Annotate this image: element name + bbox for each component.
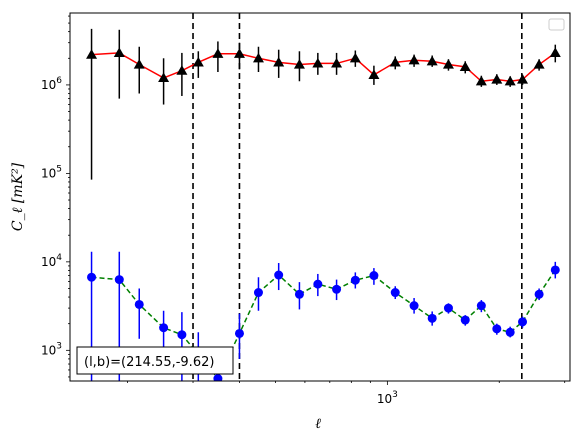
series-line [91,269,556,380]
data-point-triangle [133,59,145,69]
data-point-triangle [517,74,529,84]
data-point-triangle [212,48,224,58]
data-point-triangle [312,57,324,68]
annotation-box [76,346,234,375]
data-point-triangle [158,72,170,83]
markers [86,47,561,381]
data-point-circle [159,323,169,333]
y-tick-label: 103 [41,341,62,357]
data-point-triangle [426,55,438,66]
data-point-circle [505,327,515,337]
data-point-circle [427,313,437,323]
data-point-triangle [273,56,285,67]
data-point-circle [460,315,470,325]
legend [548,18,565,31]
data-point-circle [550,265,560,275]
data-point-triangle [176,65,188,75]
data-point-circle [294,289,304,299]
annotation: (l,b)=(214.55,-9.62) [76,346,234,375]
legend-box [548,18,565,31]
data-point-triangle [549,47,561,58]
data-point-circle [114,275,124,285]
data-point-circle [350,275,360,285]
data-point-triangle [504,75,516,86]
data-point-circle [332,284,342,294]
data-point-circle [443,303,453,313]
axis-ticks [66,15,566,385]
data-point-triangle [252,52,264,63]
data-point-triangle [349,52,361,63]
data-point-circle [177,330,187,340]
data-point-triangle [368,69,380,79]
data-point-triangle [192,56,204,67]
x-tick-label: 103 [377,390,398,406]
data-point-circle [409,301,419,311]
data-point-triangle [459,61,471,71]
data-point-triangle [293,59,305,69]
data-point-circle [87,272,97,282]
vertical-lines [192,13,523,381]
data-point-circle [274,270,284,280]
data-point-triangle [86,49,98,59]
data-point-circle [518,317,528,327]
y-axis-label: C_ℓ [mK²] [10,162,26,231]
data-point-triangle [442,59,454,69]
data-point-circle [253,288,263,298]
data-point-triangle [233,48,245,58]
tick-labels: 103 104 105 106 103 [41,76,398,406]
data-point-circle [313,279,323,289]
y-tick-label: 106 [41,76,62,92]
data-point-triangle [408,54,420,65]
data-point-circle [534,289,544,299]
data-point-circle [134,299,144,309]
data-point-circle [492,324,502,334]
data-point-circle [476,301,486,311]
data-point-triangle [331,57,343,68]
plot-frame [69,12,571,382]
data-point-circle [369,271,379,281]
data-point-circle [390,288,400,298]
data-point-triangle [533,59,545,69]
data-point-triangle [491,74,503,84]
x-axis-label: ℓ [315,416,321,432]
y-tick-label: 105 [41,164,62,180]
data-point-triangle [389,56,401,67]
data-point-circle [213,374,223,381]
y-tick-label: 104 [41,253,62,269]
data-point-triangle [475,75,487,86]
data-point-circle [234,328,244,338]
annotation-text: (l,b)=(214.55,-9.62) [84,355,214,370]
data-point-triangle [113,47,125,58]
